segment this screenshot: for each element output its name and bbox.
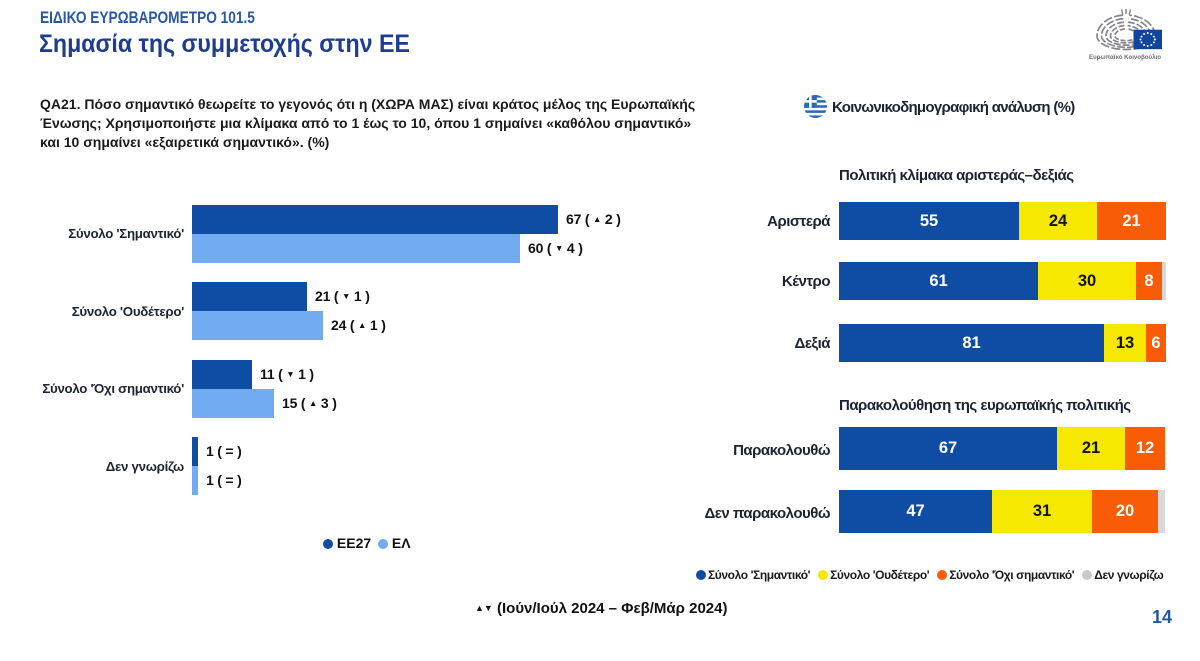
svg-text:Ευρωπαϊκό Κοινοβούλιο: Ευρωπαϊκό Κοινοβούλιο — [1089, 53, 1161, 61]
